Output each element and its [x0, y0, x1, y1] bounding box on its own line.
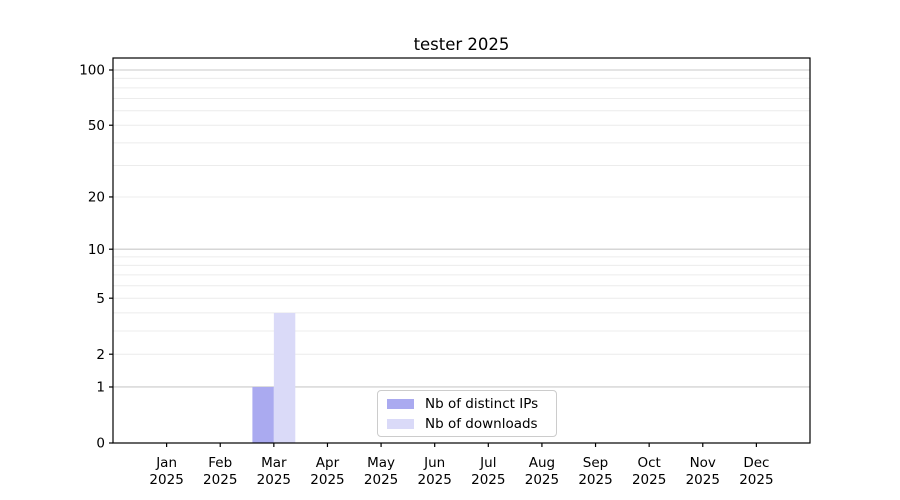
x-tick-label-month: Dec [743, 455, 769, 471]
legend-label-distinct-ips: Nb of distinct IPs [425, 395, 539, 412]
legend-item-downloads: Nb of downloads [387, 416, 547, 432]
x-tick-label-year: 2025 [203, 472, 237, 488]
x-tick-label-month: Jun [423, 455, 445, 471]
y-tick-label: 20 [88, 190, 105, 206]
legend-swatch-downloads [387, 418, 414, 429]
x-tick-label-month: Mar [261, 455, 287, 471]
x-tick-label-year: 2025 [525, 472, 559, 488]
x-tick-label-year: 2025 [578, 472, 612, 488]
x-tick-label-year: 2025 [632, 472, 666, 488]
x-tick-label-month: May [367, 455, 395, 471]
x-tick-label-year: 2025 [739, 472, 773, 488]
legend: Nb of distinct IPs Nb of downloads [377, 390, 557, 437]
axes-spines [112, 57, 811, 444]
y-tick-label: 50 [88, 118, 105, 134]
chart-title: tester 2025 [413, 35, 510, 54]
x-tick-label-month: Sep [583, 455, 608, 471]
x-tick-label-month: Jul [479, 455, 496, 471]
x-tick-label-year: 2025 [471, 472, 505, 488]
y-tick-label: 2 [96, 347, 105, 363]
x-tick-label-month: Apr [316, 455, 340, 471]
y-tick-label: 0 [96, 436, 105, 452]
x-tick-label-year: 2025 [257, 472, 291, 488]
x-tick-label-year: 2025 [149, 472, 183, 488]
x-tick-label-month: Feb [208, 455, 232, 471]
legend-swatch-distinct-ips [387, 398, 414, 409]
y-tick-label: 10 [88, 242, 105, 258]
bar-nb-of-distinct-ips-mar [252, 386, 274, 443]
x-tick-label-year: 2025 [418, 472, 452, 488]
x-tick-label-month: Nov [690, 455, 716, 471]
x-tick-label-year: 2025 [364, 472, 398, 488]
y-tick-label: 100 [79, 63, 105, 79]
y-tick-label: 5 [96, 291, 105, 307]
y-tick-label: 1 [96, 380, 105, 396]
x-tick-label-year: 2025 [686, 472, 720, 488]
bar-nb-of-downloads-mar [273, 312, 296, 443]
legend-label-downloads: Nb of downloads [425, 415, 538, 432]
x-tick-label-month: Jan [155, 455, 177, 471]
x-tick-label-month: Aug [529, 455, 555, 471]
x-tick-label-year: 2025 [310, 472, 344, 488]
legend-item-distinct-ips: Nb of distinct IPs [387, 396, 547, 412]
x-tick-label-month: Oct [637, 455, 660, 471]
